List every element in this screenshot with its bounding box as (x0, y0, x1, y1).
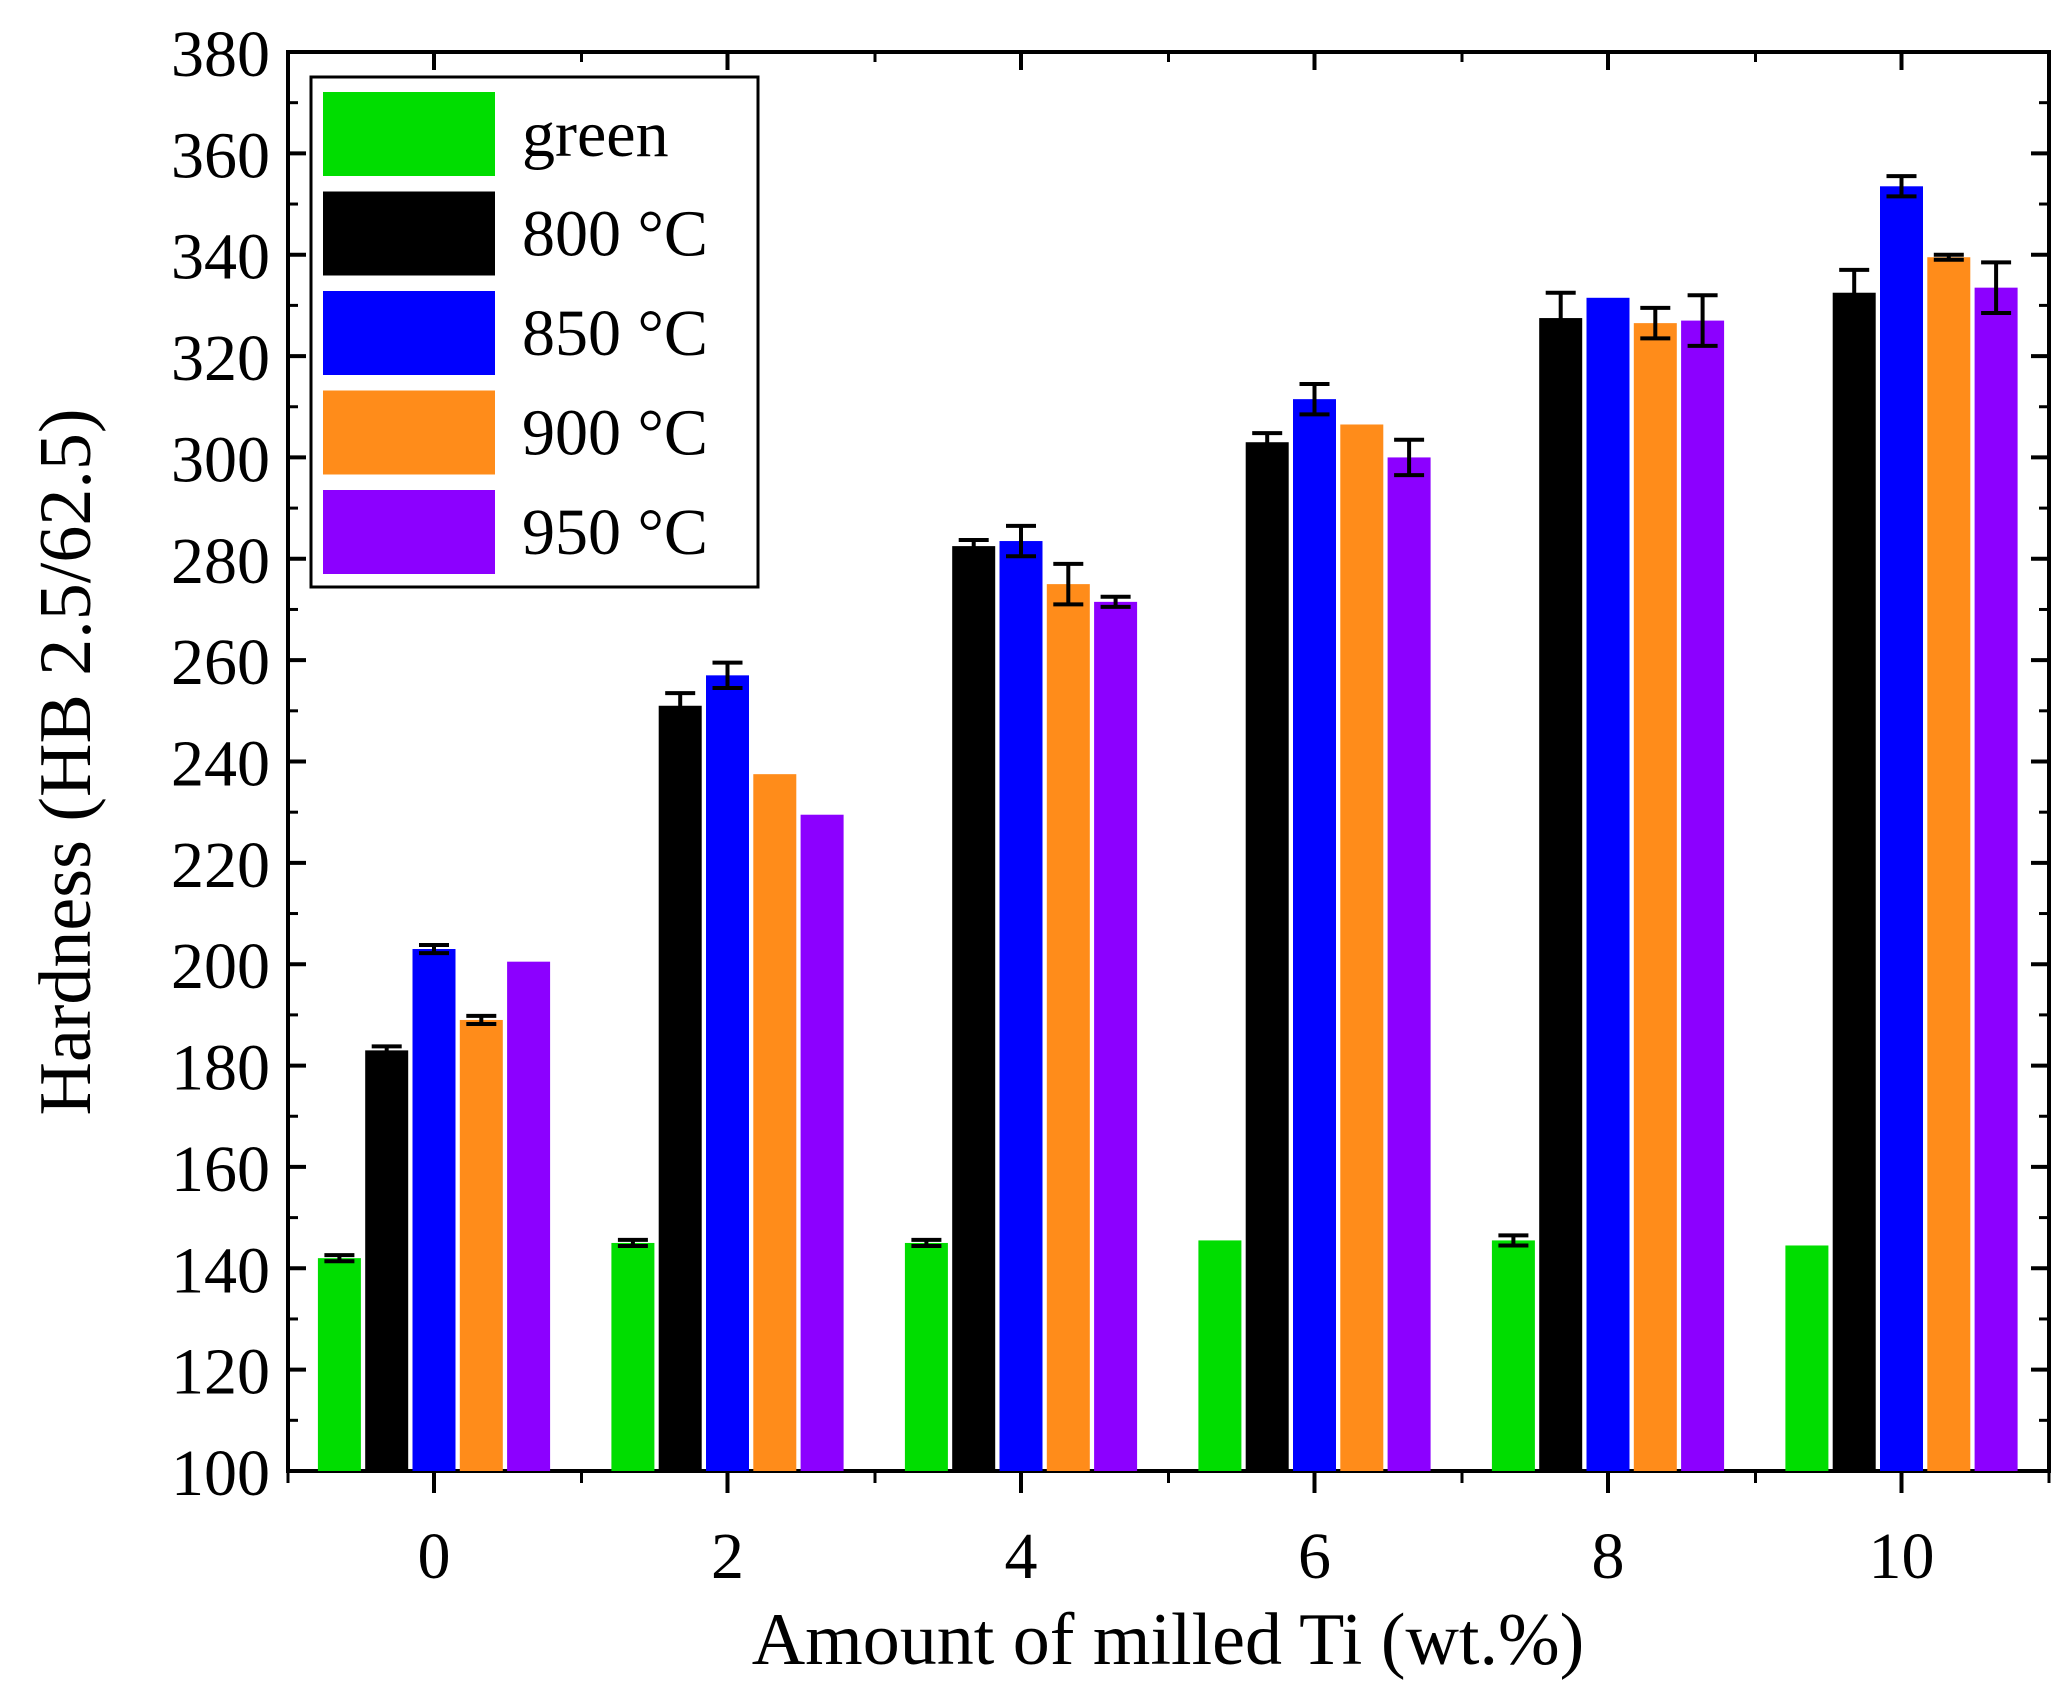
legend-label: 900 °C (522, 397, 708, 470)
legend-swatch (323, 390, 495, 475)
bar (1046, 584, 1090, 1471)
bar (1681, 320, 1725, 1471)
y-tick-label: 200 (171, 930, 270, 1003)
y-tick-label: 360 (171, 119, 270, 192)
y-tick-label: 280 (171, 525, 270, 598)
x-tick-label: 6 (1298, 1520, 1331, 1593)
x-tick-label: 4 (1005, 1520, 1038, 1593)
bar (753, 774, 797, 1471)
bar (412, 949, 456, 1471)
bar (611, 1242, 655, 1471)
bar (1974, 287, 2018, 1471)
bar-series (317, 186, 2018, 1472)
legend-swatch (323, 490, 495, 574)
x-axis: 0 2 4 6 8 10 (286, 52, 2051, 1593)
bar (1633, 323, 1677, 1471)
x-tick-label: 0 (418, 1520, 451, 1593)
bar (658, 705, 702, 1471)
bar (1491, 1240, 1535, 1471)
bar (1293, 399, 1336, 1472)
bar (1880, 186, 1923, 1471)
x-tick-label: 8 (1592, 1520, 1625, 1593)
bar (1832, 292, 1876, 1472)
y-tick-label: 300 (171, 423, 270, 496)
y-tick-label: 340 (171, 221, 270, 294)
bar (317, 1258, 361, 1471)
bar (1586, 297, 1630, 1472)
bar (904, 1242, 948, 1471)
y-tick-label: 140 (171, 1234, 270, 1307)
y-tick-label: 260 (171, 626, 270, 699)
x-axis-label: Amount of milled Ti (wt.%) (752, 1599, 1585, 1681)
bar (999, 541, 1043, 1471)
legend-label: 800 °C (522, 198, 708, 271)
bar (365, 1050, 409, 1471)
y-tick-label: 320 (171, 322, 270, 395)
bar (1539, 318, 1583, 1471)
legend-label: 850 °C (522, 297, 708, 370)
bar (1094, 601, 1138, 1471)
y-tick-label: 220 (171, 829, 270, 902)
bar (507, 961, 551, 1471)
bar (1198, 1240, 1242, 1471)
bar (459, 1019, 503, 1471)
bar (1927, 257, 1971, 1472)
y-tick-label: 160 (171, 1133, 270, 1206)
x-tick-label: 10 (1869, 1520, 1935, 1593)
legend-swatch (323, 92, 495, 176)
y-axis: 100 120 140 160 180 200 220 240 260 280 300 320 340 3… (171, 18, 2049, 1510)
legend-swatch (323, 191, 495, 276)
y-tick-label: 180 (171, 1032, 270, 1105)
y-axis-label: Hardness (HB 2.5/62.5) (25, 408, 107, 1115)
y-tick-label: 240 (171, 728, 270, 801)
legend-swatch (323, 291, 495, 375)
y-tick-label: 120 (171, 1336, 270, 1409)
x-tick-label: 2 (711, 1520, 744, 1593)
legend-label: green (522, 98, 669, 171)
legend: green 800 °C 850 °C 900 °C 950 °C (309, 75, 760, 589)
bar (1340, 424, 1384, 1471)
error-bars (324, 174, 2012, 1264)
bar (800, 814, 844, 1471)
y-tick-label: 380 (171, 18, 270, 91)
bar (706, 675, 749, 1471)
bar (1785, 1245, 1829, 1471)
bar (1387, 457, 1431, 1471)
bar (952, 546, 996, 1471)
y-tick-label: 100 (171, 1437, 270, 1510)
bar (1245, 442, 1289, 1472)
legend-label: 950 °C (522, 496, 708, 569)
